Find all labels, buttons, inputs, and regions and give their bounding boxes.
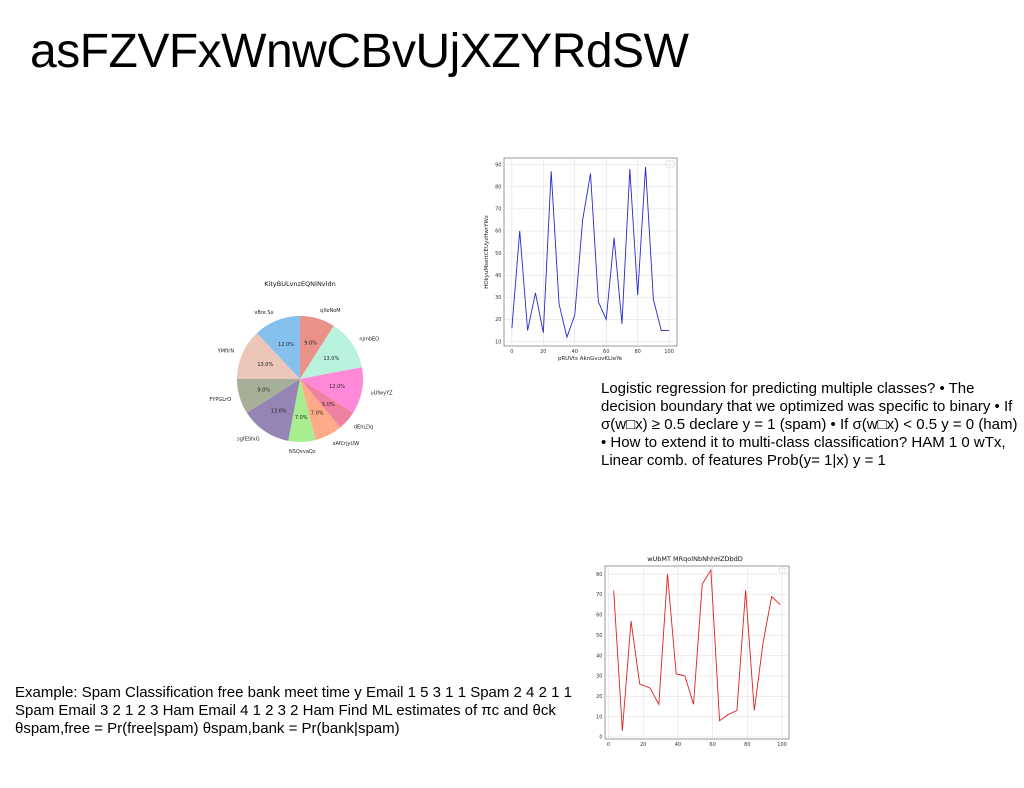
x-tick-label: 20 bbox=[640, 742, 646, 748]
x-tick-label: 100 bbox=[777, 742, 787, 748]
pie-slice-label: qXeNoM bbox=[320, 308, 341, 314]
y-tick-label: 40 bbox=[495, 273, 501, 279]
pie-slice-percent: 9.0% bbox=[257, 388, 270, 394]
pie-slice-percent: 12.0% bbox=[329, 384, 345, 390]
y-tick-label: 30 bbox=[596, 674, 602, 680]
x-tick-label: 40 bbox=[572, 349, 578, 355]
pie-slice-label: dEhLDq bbox=[354, 424, 373, 430]
pie-slice-label: vBre Sx bbox=[254, 310, 273, 316]
pie-slice-label: YMfIrN bbox=[217, 348, 235, 354]
pie-slice-percent: 13.0% bbox=[271, 408, 287, 414]
x-axis-label: pRUVts AknGvuvKLIeYe bbox=[558, 356, 623, 362]
pie-slice bbox=[237, 333, 300, 379]
line-series bbox=[511, 166, 670, 339]
y-tick-label: 60 bbox=[495, 229, 501, 235]
spam-example-text: Example: Spam Classification free bank m… bbox=[15, 684, 572, 737]
y-axis-label: HOkyuMsettCEUyzHwrYWz bbox=[484, 215, 490, 289]
slide-title: asFZVFxWnwCBvUjXZYRdSW bbox=[30, 25, 689, 78]
pie-slice bbox=[300, 379, 341, 441]
legend-box bbox=[665, 160, 675, 168]
y-tick-label: 20 bbox=[596, 694, 602, 700]
y-tick-label: 0 bbox=[599, 735, 602, 741]
pie-chart: KityBULvnzEQNINvldn 9.0% 13.0% 12.0% 5.0% 7.… bbox=[200, 275, 400, 475]
y-tick-label: 50 bbox=[596, 633, 602, 639]
y-tick-label: 80 bbox=[596, 572, 602, 578]
pie-slice bbox=[300, 379, 354, 428]
x-tick-label: 60 bbox=[603, 349, 609, 355]
pie-slice-percent: 9.0% bbox=[304, 341, 317, 347]
pie-chart-title: KityBULvnzEQNINvldn bbox=[264, 280, 335, 288]
y-tick-label: 60 bbox=[596, 613, 602, 619]
y-tick-label: 10 bbox=[596, 714, 602, 720]
pie-slice-percent: 7.0% bbox=[295, 415, 308, 421]
y-tick-label: 10 bbox=[495, 339, 501, 345]
pie-slice-label: FYPGLrO bbox=[209, 397, 231, 403]
x-tick-label: 60 bbox=[709, 742, 715, 748]
pie-slice-label: njmbEO bbox=[359, 337, 379, 343]
pie-slice-label: sgfESfxG bbox=[237, 436, 260, 442]
x-tick-label: 80 bbox=[744, 742, 750, 748]
line-chart-red: wUbMT MRqolNbNhhHZDbdD 0 10 20 30 40 50 60 70 80… bbox=[578, 550, 792, 755]
pie-slice-percent: 5.0% bbox=[322, 402, 335, 408]
y-tick-label: 70 bbox=[596, 592, 602, 598]
pie-slice-label: uUfwyYZ bbox=[371, 390, 394, 396]
line-chart-blue-svg: 10 20 30 40 50 60 70 80 90 0 20 40 60 80 100 pRUVts A… bbox=[484, 157, 678, 362]
pie-slice-label: NSQvvaQz bbox=[289, 449, 316, 455]
pie-slice bbox=[300, 316, 334, 379]
x-tick-label: 80 bbox=[634, 349, 640, 355]
y-tick-label: 40 bbox=[596, 653, 602, 659]
y-tick-label: 50 bbox=[495, 251, 501, 257]
y-tick-label: 80 bbox=[495, 184, 501, 190]
pie-slice-percent: 7.0% bbox=[311, 411, 324, 417]
line-chart-red-title: wUbMT MRqolNbNhhHZDbdD bbox=[647, 555, 743, 563]
pie-slice bbox=[237, 379, 300, 413]
pie-slice-percent: 12.0% bbox=[278, 342, 294, 348]
pie-slice bbox=[300, 367, 363, 413]
pie-slice bbox=[256, 316, 300, 379]
x-tick-label: 0 bbox=[510, 349, 513, 355]
pie-slice-percent: 13.0% bbox=[257, 362, 273, 368]
x-tick-label: 20 bbox=[540, 349, 546, 355]
line-chart-red-svg: wUbMT MRqolNbNhhHZDbdD 0 10 20 30 40 50 60 70 80… bbox=[596, 555, 790, 748]
y-tick-label: 70 bbox=[495, 207, 501, 213]
x-tick-label: 100 bbox=[664, 349, 674, 355]
pie-chart-svg: KityBULvnzEQNINvldn 9.0% 13.0% 12.0% 5.0% 7.… bbox=[209, 280, 394, 455]
y-tick-label: 20 bbox=[495, 317, 501, 323]
line-chart-blue: 10 20 30 40 50 60 70 80 90 0 20 40 60 80 100 pRUVts A… bbox=[480, 152, 680, 367]
line-series bbox=[613, 568, 781, 731]
pie-slice-percent: 13.0% bbox=[323, 356, 339, 362]
pie-slice-label: xAfCrjyUW bbox=[333, 441, 360, 447]
x-tick-label: 0 bbox=[607, 742, 610, 748]
x-tick-label: 40 bbox=[675, 742, 681, 748]
plot-area bbox=[503, 157, 678, 347]
pie-slice bbox=[288, 379, 316, 442]
y-tick-label: 30 bbox=[495, 295, 501, 301]
logistic-regression-text: Logistic regression for predicting multi… bbox=[601, 380, 1018, 469]
pie-slice bbox=[300, 325, 362, 379]
y-tick-label: 90 bbox=[495, 162, 501, 168]
pie-slice bbox=[246, 379, 300, 441]
